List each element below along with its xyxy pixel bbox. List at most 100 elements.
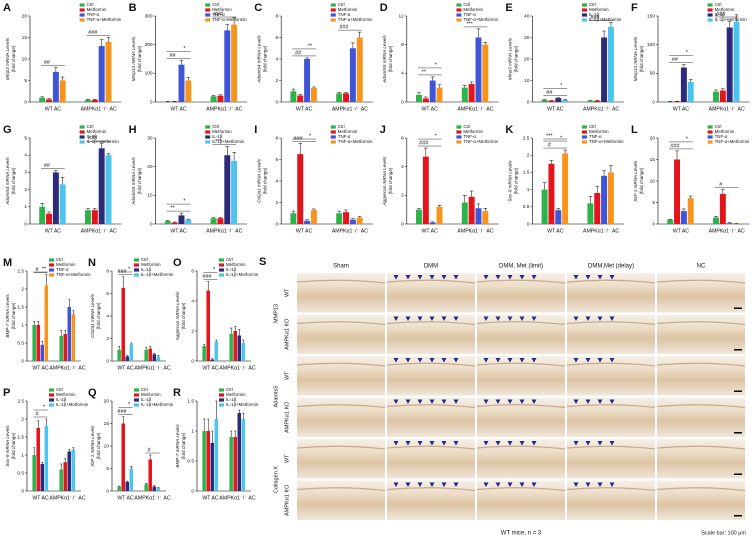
arrowhead: [597, 399, 603, 404]
legend-label: IL-1β: [87, 134, 98, 139]
arrowhead: [417, 482, 423, 487]
x-tick-label: AMPKα1⁻/⁻ AC: [332, 228, 368, 234]
arrowhead: [573, 441, 579, 446]
legend-label: Metformin: [56, 392, 76, 397]
bar: [555, 210, 562, 224]
panel-letter: N: [88, 257, 96, 269]
legend-swatch: [205, 130, 211, 134]
y-tick-label: 8: [276, 13, 279, 19]
legend-label: IL-1β: [589, 12, 600, 17]
legend-swatch: [49, 263, 54, 267]
arrowhead: [609, 399, 615, 404]
bar: [343, 93, 350, 102]
legend-swatch: [79, 8, 85, 12]
histology-image: [386, 438, 476, 480]
tissue-surface: [566, 321, 656, 326]
legend-label: TNF-α: [56, 267, 69, 272]
y-axis-label: (fold change): [181, 432, 186, 459]
histology-image: [656, 355, 746, 397]
bar: [594, 193, 601, 224]
arrowhead: [405, 441, 411, 446]
arrowhead: [453, 316, 459, 321]
x-tick-label: WT AC: [422, 228, 439, 234]
legend-label: Metformin: [226, 392, 246, 397]
legend-label: TNF-α+Metformin: [87, 17, 122, 22]
legend-label: Metformin: [715, 7, 735, 12]
legend-label: IL-1β: [56, 397, 67, 402]
y-tick-label: 15: [104, 421, 110, 427]
significance-mark: ##: [44, 163, 51, 169]
panel-letter: I: [254, 124, 257, 136]
arrowhead: [441, 358, 447, 363]
tissue-surface: [656, 279, 746, 284]
legend-label: Metformin: [589, 129, 609, 134]
y-tick-label: 0.5: [17, 340, 24, 346]
bar: [36, 428, 40, 491]
legend-label: IL-1β+Metformin: [56, 402, 89, 407]
y-axis-label: (fold change): [514, 167, 519, 194]
bar: [607, 26, 614, 102]
genotype-label: WT: [284, 371, 290, 380]
arrowhead: [441, 399, 447, 404]
arrowhead: [507, 358, 513, 363]
bar: [144, 349, 148, 361]
legend-swatch: [582, 130, 587, 134]
y-tick-label: 20: [650, 135, 656, 141]
bar: [733, 21, 740, 102]
arrowhead: [531, 482, 537, 487]
legend-label: IL-1β+Metformin: [87, 139, 120, 144]
bar: [185, 219, 192, 224]
y-tick-label: 0: [276, 221, 279, 227]
legend-swatch: [219, 263, 224, 267]
arrowhead: [585, 482, 591, 487]
bar: [231, 160, 238, 224]
histology-image: [656, 396, 746, 438]
legend-label: TNF-α: [463, 12, 476, 17]
scale-bar: [734, 473, 742, 475]
bar: [217, 95, 224, 102]
bar: [63, 462, 67, 491]
y-axis-label: Col2a1 mRNA Levels: [90, 293, 95, 337]
arrowhead: [453, 441, 459, 446]
tissue-surface: [656, 362, 746, 367]
arrowhead: [609, 316, 615, 321]
arrowhead: [597, 275, 603, 280]
x-tick-label: AMPKα1⁻/⁻ AC: [81, 106, 117, 112]
arrowhead: [519, 316, 525, 321]
bar: [601, 175, 608, 224]
legend-label: IL-1β+Metformin: [715, 17, 748, 22]
y-tick-label: 4: [24, 152, 27, 158]
bar: [555, 98, 562, 102]
legend-swatch: [219, 393, 224, 397]
arrowhead: [573, 358, 579, 363]
histology-image: [386, 479, 476, 521]
x-tick-label: AMPKα1⁻/⁻ AC: [583, 228, 619, 234]
y-tick-label: 1.5: [187, 398, 194, 404]
tissue-surface: [386, 487, 476, 492]
legend-swatch: [79, 13, 85, 17]
tissue-surface: [476, 404, 566, 409]
x-tick-label: WT AC: [117, 495, 134, 501]
arrowhead: [585, 316, 591, 321]
arrowhead: [393, 275, 399, 280]
legend-label: TNF-α: [338, 134, 351, 139]
legend-label: IL-1β+Metformin: [589, 17, 622, 22]
bar: [601, 37, 608, 102]
bar: [475, 37, 482, 102]
histology-image: [566, 479, 656, 521]
bar: [482, 211, 489, 224]
legend-swatch: [582, 135, 587, 139]
arrowhead: [519, 358, 525, 363]
tissue-surface: [566, 279, 656, 284]
legend-swatch: [707, 3, 713, 7]
panel-letter: L: [631, 124, 638, 136]
significance-mark: ###: [591, 15, 601, 21]
legend-swatch: [49, 403, 54, 407]
arrowhead: [507, 275, 513, 280]
arrowhead: [609, 441, 615, 446]
tissue-surface: [386, 445, 476, 450]
histology-image: [566, 438, 656, 480]
legend-swatch: [456, 8, 462, 12]
bar: [52, 172, 59, 224]
tissue-surface: [656, 487, 746, 492]
